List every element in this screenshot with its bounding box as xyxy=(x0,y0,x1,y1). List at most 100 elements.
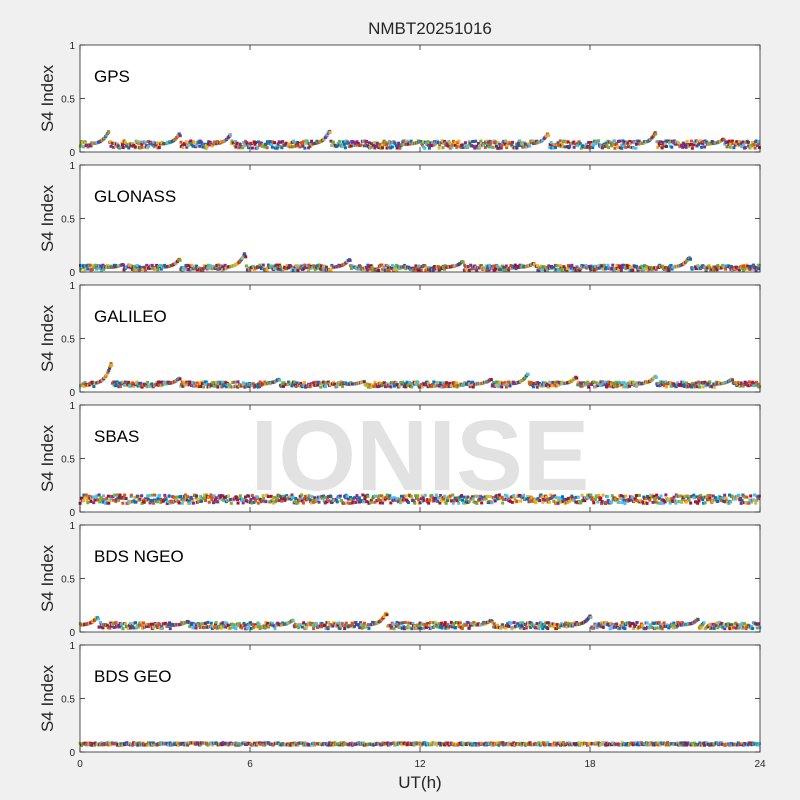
data-point xyxy=(610,626,614,630)
data-point xyxy=(383,268,387,272)
data-point xyxy=(734,621,738,625)
data-point xyxy=(394,144,398,148)
data-point xyxy=(496,383,500,387)
data-point xyxy=(504,264,508,268)
data-point xyxy=(296,268,300,272)
data-point xyxy=(377,146,381,150)
data-point xyxy=(201,145,205,149)
data-point xyxy=(619,143,623,147)
data-point xyxy=(408,381,412,385)
data-point xyxy=(159,380,163,384)
data-point xyxy=(648,498,652,502)
data-point xyxy=(308,498,312,502)
data-point xyxy=(302,383,306,387)
data-point xyxy=(435,384,439,388)
data-point xyxy=(574,268,578,272)
data-point xyxy=(580,263,584,267)
data-point xyxy=(204,265,208,269)
data-point xyxy=(663,500,667,504)
data-point xyxy=(86,145,90,149)
data-point xyxy=(450,499,454,503)
data-point xyxy=(517,265,521,269)
data-point xyxy=(149,741,153,745)
data-point xyxy=(152,501,156,505)
data-point xyxy=(410,385,414,389)
data-point xyxy=(172,495,176,499)
data-point xyxy=(625,264,629,268)
data-point xyxy=(464,497,468,501)
data-point xyxy=(319,385,323,389)
data-point xyxy=(312,381,316,385)
data-point xyxy=(537,627,541,631)
data-point xyxy=(185,498,189,502)
data-point xyxy=(166,624,170,628)
data-point xyxy=(736,496,740,500)
data-point xyxy=(713,496,717,500)
data-point xyxy=(436,267,440,271)
data-point xyxy=(99,741,103,745)
data-point xyxy=(373,146,377,150)
data-point xyxy=(709,626,713,630)
data-point xyxy=(611,498,615,502)
data-point xyxy=(129,493,133,497)
data-point xyxy=(397,143,401,147)
data-point xyxy=(630,140,634,144)
data-point xyxy=(729,500,733,504)
data-point xyxy=(312,741,316,745)
data-point xyxy=(704,384,708,388)
data-point xyxy=(206,266,210,270)
data-point xyxy=(340,381,344,385)
data-point xyxy=(384,143,388,147)
data-point xyxy=(378,501,382,505)
data-point xyxy=(186,501,190,505)
data-point xyxy=(374,383,378,387)
data-point xyxy=(339,624,343,628)
y-tick-label: 0.5 xyxy=(61,575,75,586)
data-point xyxy=(320,264,324,268)
data-point xyxy=(672,139,676,143)
figure-title: NMBT20251016 xyxy=(368,19,492,38)
data-point xyxy=(136,384,140,388)
data-point xyxy=(287,142,291,146)
data-point xyxy=(432,624,436,628)
data-point xyxy=(252,496,256,500)
data-point xyxy=(560,268,564,272)
data-point xyxy=(451,381,455,385)
data-point xyxy=(192,265,196,269)
data-point xyxy=(285,494,289,498)
data-point xyxy=(731,142,735,146)
data-point xyxy=(250,146,254,150)
data-point xyxy=(626,384,630,388)
data-point xyxy=(143,140,147,144)
data-point xyxy=(250,501,254,505)
data-point xyxy=(156,268,160,272)
data-point xyxy=(207,500,211,504)
data-point xyxy=(560,495,564,499)
data-point xyxy=(475,268,479,272)
data-point xyxy=(657,265,661,269)
data-point xyxy=(600,501,604,505)
data-point xyxy=(649,265,653,269)
data-point xyxy=(629,268,633,272)
data-point xyxy=(645,265,649,269)
data-point xyxy=(673,142,677,146)
data-point xyxy=(107,501,111,505)
data-point xyxy=(380,263,384,267)
data-point xyxy=(179,140,183,144)
data-point xyxy=(104,498,108,502)
data-point xyxy=(452,384,456,388)
data-point xyxy=(562,624,566,628)
data-point xyxy=(376,385,380,389)
data-point xyxy=(133,495,137,499)
data-point xyxy=(398,497,402,501)
data-point xyxy=(126,625,130,629)
data-point xyxy=(334,497,338,501)
data-point xyxy=(416,623,420,627)
data-point xyxy=(175,741,179,745)
data-point xyxy=(413,381,417,385)
data-point xyxy=(156,497,160,501)
data-point xyxy=(455,621,459,625)
data-point xyxy=(184,741,188,745)
data-point xyxy=(254,623,258,627)
data-point xyxy=(250,494,254,498)
